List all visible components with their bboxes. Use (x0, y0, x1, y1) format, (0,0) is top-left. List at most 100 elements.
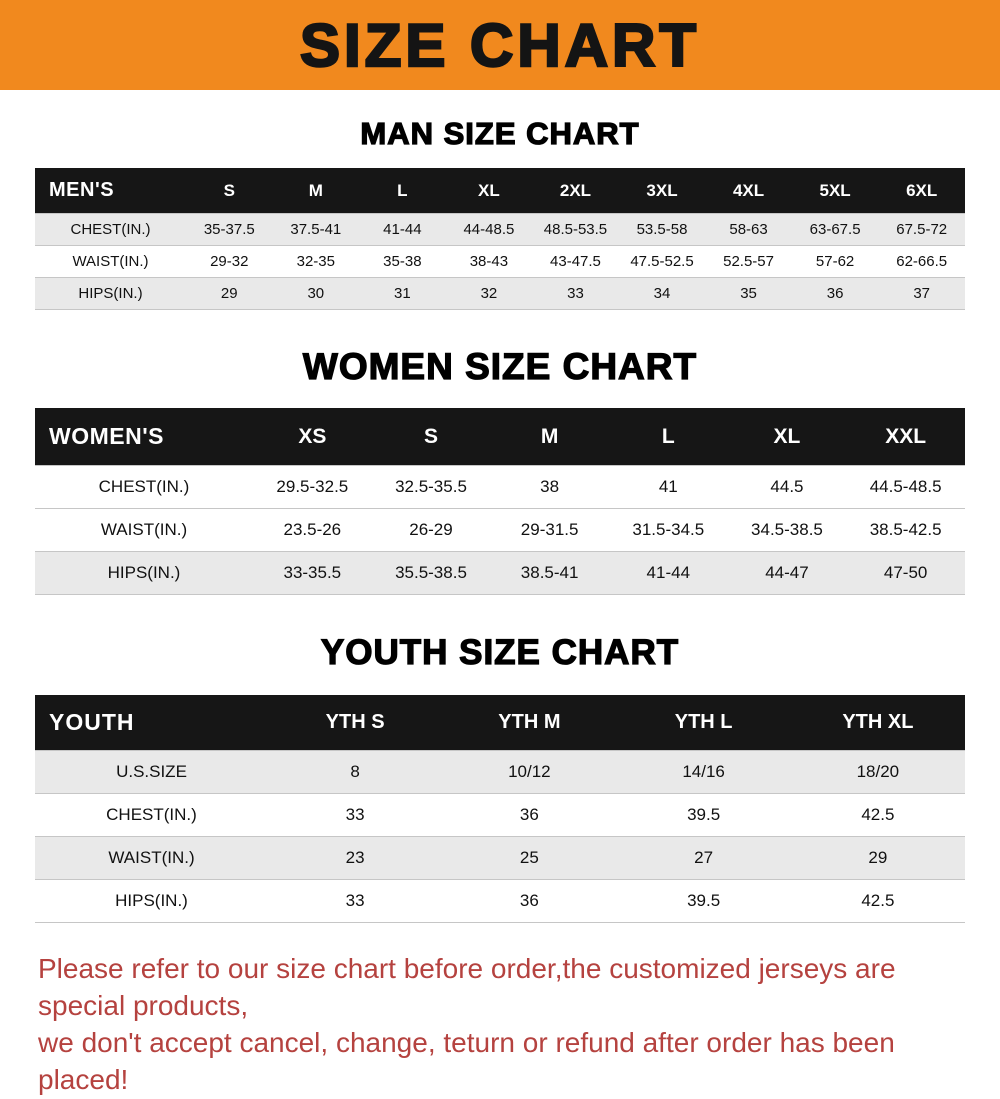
value-cell: 57-62 (791, 245, 879, 278)
value-cell: 67.5-72 (878, 213, 965, 246)
notice-line-2: we don't accept cancel, change, teturn o… (38, 1026, 895, 1095)
value-cell: 41-44 (359, 213, 446, 246)
value-cell: 42.5 (790, 879, 965, 923)
value-cell: 38 (490, 465, 609, 509)
notice-line-1: Please refer to our size chart before or… (38, 953, 896, 1021)
table-row: CHEST(IN.) 33 36 39.5 42.5 (35, 793, 965, 837)
row-label-cell: CHEST(IN.) (35, 213, 186, 246)
value-cell: 44-48.5 (445, 213, 533, 246)
column-header-cell: YTH M (442, 695, 617, 751)
value-cell: 26-29 (371, 508, 491, 552)
banner: SIZE CHART (0, 0, 1000, 90)
column-header-cell: 4XL (705, 168, 792, 214)
value-cell: 58-63 (705, 213, 792, 246)
column-header-cell: M (490, 408, 609, 466)
value-cell: 48.5-53.5 (532, 213, 619, 246)
column-header-cell: XL (445, 168, 533, 214)
value-cell: 33 (268, 793, 443, 837)
value-cell: 35-37.5 (186, 213, 273, 246)
footer-notice: Please refer to our size chart before or… (38, 951, 962, 1099)
column-header-cell: S (186, 168, 273, 214)
value-cell: 30 (272, 277, 360, 310)
women-size-table: WOMEN'S XS S M L XL XXL CHEST(IN.) 29.5-32.5 32.5… (35, 408, 965, 595)
value-cell: 31.5-34.5 (608, 508, 728, 552)
column-header-cell: L (359, 168, 446, 214)
table-header-row: YOUTH YTH S YTH M YTH L YTH XL (35, 695, 965, 751)
row-label-cell: CHEST(IN.) (35, 465, 253, 509)
row-label-cell: WAIST(IN.) (35, 245, 186, 278)
table-header-row: MEN'S S M L XL 2XL 3XL 4XL 5XL 6XL (35, 168, 965, 214)
column-header-cell: XXL (846, 408, 965, 466)
value-cell: 18/20 (790, 750, 965, 794)
value-cell: 29 (790, 836, 965, 880)
value-cell: 39.5 (616, 793, 791, 837)
value-cell: 34.5-38.5 (727, 508, 847, 552)
column-header-cell: 6XL (878, 168, 965, 214)
value-cell: 32-35 (272, 245, 360, 278)
table-row: HIPS(IN.) 33-35.5 35.5-38.5 38.5-41 41-44 44-… (35, 551, 965, 595)
value-cell: 38-43 (445, 245, 533, 278)
value-cell: 63-67.5 (791, 213, 879, 246)
value-cell: 33 (532, 277, 619, 310)
value-cell: 43-47.5 (532, 245, 619, 278)
column-header-cell: YTH L (616, 695, 791, 751)
value-cell: 38.5-42.5 (846, 508, 965, 552)
table-row: CHEST(IN.) 35-37.5 37.5-41 41-44 44-48.5 48.5… (35, 213, 965, 246)
value-cell: 34 (618, 277, 706, 310)
table-row: WAIST(IN.) 23 25 27 29 (35, 836, 965, 880)
men-size-table: MEN'S S M L XL 2XL 3XL 4XL 5XL 6XL CHEST(IN.) 35-37… (35, 168, 965, 310)
value-cell: 53.5-58 (618, 213, 706, 246)
value-cell: 44.5-48.5 (846, 465, 965, 509)
value-cell: 42.5 (790, 793, 965, 837)
value-cell: 35 (705, 277, 792, 310)
table-row: CHEST(IN.) 29.5-32.5 32.5-35.5 38 41 44.5 44.5… (35, 465, 965, 509)
value-cell: 37 (878, 277, 965, 310)
row-label-cell: WAIST(IN.) (35, 508, 253, 552)
row-label-cell: U.S.SIZE (35, 750, 268, 794)
table-row: HIPS(IN.) 33 36 39.5 42.5 (35, 879, 965, 923)
value-cell: 52.5-57 (705, 245, 792, 278)
table-title-cell: YOUTH (35, 695, 268, 751)
value-cell: 27 (616, 836, 791, 880)
row-label-cell: HIPS(IN.) (35, 551, 253, 595)
value-cell: 32.5-35.5 (371, 465, 491, 509)
column-header-cell: 3XL (618, 168, 706, 214)
section-youth: YOUTH SIZE CHART YOUTH YTH S YTH M YTH L YTH… (0, 632, 1000, 923)
value-cell: 33 (268, 879, 443, 923)
table-row: HIPS(IN.) 29 30 31 32 33 34 35 36 37 (35, 277, 965, 310)
value-cell: 14/16 (616, 750, 791, 794)
value-cell: 44-47 (727, 551, 847, 595)
value-cell: 29 (186, 277, 273, 310)
women-section-heading: WOMEN SIZE CHART (302, 345, 698, 387)
column-header-cell: L (608, 408, 728, 466)
value-cell: 41 (608, 465, 728, 509)
youth-size-table: YOUTH YTH S YTH M YTH L YTH XL U.S.SIZE 8 10/12… (35, 695, 965, 923)
column-header-cell: YTH XL (790, 695, 965, 751)
table-row: WAIST(IN.) 23.5-26 26-29 29-31.5 31.5-34.5 34… (35, 508, 965, 552)
value-cell: 10/12 (442, 750, 617, 794)
value-cell: 41-44 (608, 551, 728, 595)
value-cell: 36 (442, 879, 617, 923)
column-header-cell: 2XL (532, 168, 619, 214)
row-label-cell: HIPS(IN.) (35, 277, 186, 310)
value-cell: 33-35.5 (253, 551, 372, 595)
column-header-cell: 5XL (791, 168, 879, 214)
value-cell: 8 (268, 750, 443, 794)
value-cell: 31 (359, 277, 446, 310)
value-cell: 38.5-41 (490, 551, 609, 595)
row-label-cell: WAIST(IN.) (35, 836, 268, 880)
value-cell: 35-38 (359, 245, 446, 278)
column-header-cell: XS (253, 408, 372, 466)
column-header-cell: S (371, 408, 491, 466)
value-cell: 25 (442, 836, 617, 880)
men-section-heading: MAN SIZE CHART (360, 115, 640, 151)
table-title-cell: WOMEN'S (35, 408, 253, 466)
column-header-cell: YTH S (268, 695, 443, 751)
page-title: SIZE CHART (299, 10, 700, 80)
value-cell: 44.5 (727, 465, 847, 509)
value-cell: 47.5-52.5 (618, 245, 706, 278)
row-label-cell: HIPS(IN.) (35, 879, 268, 923)
table-title-cell: MEN'S (35, 168, 186, 214)
value-cell: 29-31.5 (490, 508, 609, 552)
